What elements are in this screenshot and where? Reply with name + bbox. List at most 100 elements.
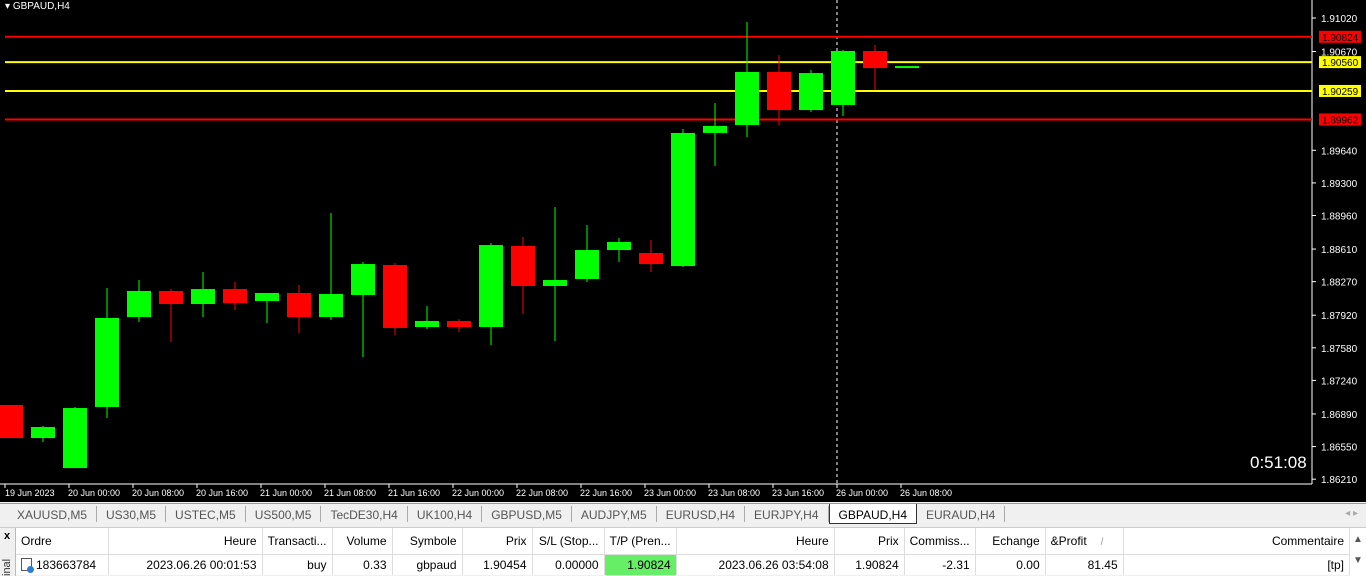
column-header[interactable]: Transacti... (262, 528, 333, 555)
level-price-label: 1.89962 (1322, 115, 1359, 126)
tab-us30-m5[interactable]: US30,M5 (97, 506, 167, 522)
candle-body (735, 71, 759, 125)
tab-ustec-m5[interactable]: USTEC,M5 (166, 506, 246, 522)
time-tick-label: 26 Jun 00:00 (836, 488, 888, 498)
column-header[interactable]: T/P (Pren... (604, 528, 677, 555)
level-price-tag (1319, 56, 1361, 69)
time-tick-label: 26 Jun 08:00 (900, 488, 952, 498)
column-header[interactable]: Prix (834, 528, 905, 555)
tab-tecde30-h4[interactable]: TecDE30,H4 (321, 506, 408, 522)
time-tick-label: 23 Jun 08:00 (708, 488, 760, 498)
column-label: S/L (Stop... (538, 533, 599, 548)
level-price-tag (1319, 30, 1361, 43)
tab-eurjpy-h4[interactable]: EURJPY,H4 (745, 506, 829, 522)
tab-us500-m5[interactable]: US500,M5 (246, 506, 322, 522)
column-header[interactable]: Ordre (16, 528, 109, 555)
cell-ordre: 183663784 (16, 554, 109, 575)
column-label: Volume (346, 533, 387, 548)
table-row[interactable]: 183663784 2023.06.26 00:01:53 buy 0.33 g… (16, 554, 1351, 575)
price-tick-label: 1.86550 (1321, 443, 1358, 454)
tab-gbpaud-h4[interactable]: GBPAUD,H4 (828, 504, 917, 524)
price-tick-label: 1.86210 (1321, 475, 1358, 486)
tab-euraud-h4[interactable]: EURAUD,H4 (917, 506, 1006, 522)
column-header[interactable]: Volume (332, 528, 393, 555)
column-label: Transacti... (267, 533, 327, 548)
price-chart[interactable]: 1.91020 1.90670 1.89640 1.89300 1.88960 1.886… (0, 0, 1366, 502)
column-header[interactable]: Heure (676, 528, 835, 555)
candle-body (127, 290, 151, 318)
terminal-sidebar: x inal (0, 528, 16, 576)
level-price-tag (1319, 84, 1361, 97)
column-label: Prix (877, 533, 899, 548)
price-tick-label: 1.88960 (1321, 212, 1358, 223)
price-tick-label: 1.86890 (1321, 410, 1358, 421)
column-header[interactable]: Symbole (392, 528, 463, 555)
cell-commission: -2.31 (904, 554, 976, 575)
level-price-label: 1.90824 (1322, 33, 1359, 44)
chart-tabs: XAUUSD,M5 US30,M5 USTEC,M5 US500,M5 TecDE30,… (0, 503, 1366, 524)
column-label: Commiss... (909, 533, 970, 548)
cell-heure: 2023.06.26 00:01:53 (108, 554, 263, 575)
column-header[interactable]: Echange (975, 528, 1046, 555)
candle-body (383, 264, 407, 328)
tab-gbpusd-m5[interactable]: GBPUSD,M5 (482, 506, 572, 522)
column-header[interactable]: Commiss... (904, 528, 976, 555)
time-tick-label: 21 Jun 16:00 (388, 488, 440, 498)
tab-xauusd-m5[interactable]: XAUUSD,M5 (8, 506, 98, 522)
tab-scroll-arrows[interactable]: ◂ ▸ (1345, 508, 1358, 519)
price-tick-label: 1.87920 (1321, 311, 1358, 322)
column-label: &Profit (1050, 533, 1087, 548)
cell-prix-close: 1.90824 (834, 554, 905, 575)
candle-body (63, 408, 87, 469)
column-label: Echange (992, 533, 1040, 548)
column-header[interactable]: &Profit / (1045, 528, 1124, 555)
column-header[interactable]: Heure (108, 528, 263, 555)
column-label: Symbole (409, 533, 457, 548)
cell-commentaire: [tp] (1123, 554, 1351, 575)
column-header[interactable]: Commentaire (1123, 528, 1351, 555)
price-tick-label: 1.89640 (1321, 146, 1358, 157)
time-tick-label: 19 Jun 2023 (5, 488, 55, 498)
close-icon[interactable]: x (4, 530, 11, 542)
sort-indicator-icon: / (1100, 536, 1104, 548)
candle-body (479, 245, 503, 328)
chart-symbol-label: ▾ GBPAUD,H4 (5, 1, 70, 12)
time-tick-label: 21 Jun 00:00 (260, 488, 312, 498)
candle-body (415, 320, 439, 328)
tab-audjpy-m5[interactable]: AUDJPY,M5 (572, 506, 657, 522)
candle-body (511, 245, 535, 286)
table-header: Ordre Heure Transacti... Volume Symbole Prix S… (16, 528, 1351, 555)
cell-volume: 0.33 (332, 554, 393, 575)
column-label: Prix (505, 533, 527, 548)
candle-body (191, 289, 215, 305)
price-tick-label: 1.91020 (1321, 14, 1358, 25)
price-tick-label: 1.88270 (1321, 278, 1358, 289)
column-label: Commentaire (1271, 533, 1344, 548)
document-icon (21, 557, 34, 573)
history-table: Ordre Heure Transacti... Volume Symbole Prix S… (16, 528, 1351, 575)
price-tick-label: 1.87240 (1321, 376, 1358, 387)
tab-uk100-h4[interactable]: UK100,H4 (408, 506, 483, 522)
column-header[interactable]: Prix (462, 528, 533, 555)
column-label: Heure (223, 533, 257, 548)
cell-symbole: gbpaud (392, 554, 463, 575)
candle-body (95, 318, 119, 407)
time-tick-label: 23 Jun 00:00 (644, 488, 696, 498)
candle-body (799, 73, 823, 111)
time-tick-label: 20 Jun 08:00 (132, 488, 184, 498)
table-scrollbar[interactable]: ▲ ▼ (1350, 528, 1366, 576)
candle-body (671, 132, 695, 267)
cell-prix: 1.90454 (462, 554, 533, 575)
price-tick-label: 1.87580 (1321, 344, 1358, 355)
price-tick-label: 1.88610 (1321, 245, 1358, 256)
tab-eurusd-h4[interactable]: EURUSD,H4 (657, 506, 746, 522)
column-header[interactable]: S/L (Stop... (532, 528, 605, 555)
candle-body (607, 241, 631, 251)
candle-body (767, 71, 791, 111)
level-price-label: 1.90259 (1322, 87, 1359, 98)
candle-body (31, 427, 55, 439)
candlestick-chart: 1.91020 1.90670 1.89640 1.89300 1.88960 1.886… (0, 0, 1361, 498)
candle-body (287, 292, 311, 318)
candle-body (895, 66, 919, 69)
cell-profit: 81.45 (1045, 554, 1124, 575)
